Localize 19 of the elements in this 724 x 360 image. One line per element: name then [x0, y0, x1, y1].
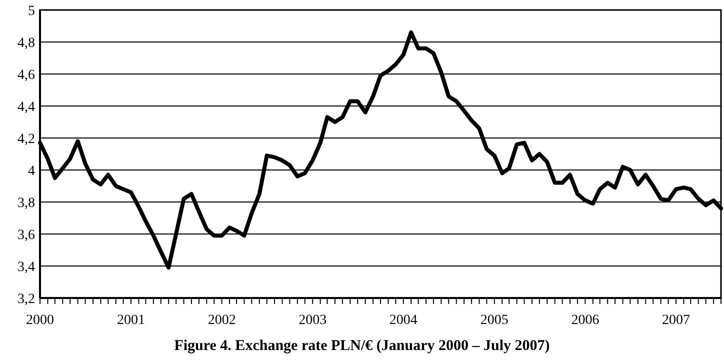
y-tick-label: 3,2 — [18, 292, 35, 307]
text: Figure 4. Exchange rate PLN/€ (January 2000 – July 2007) — [174, 338, 550, 354]
y-tick-label: 4 — [28, 164, 35, 179]
x-tick-label: 2005 — [480, 313, 508, 328]
y-tick-label: 4,6 — [18, 68, 35, 83]
x-tick-label: 2003 — [298, 313, 327, 328]
y-tick-label: 4,2 — [18, 132, 35, 147]
x-tick-label: 2004 — [389, 313, 418, 328]
x-tick-label: 2007 — [662, 313, 690, 328]
x-tick-label: 2002 — [208, 313, 236, 328]
x-tick-label: 2006 — [571, 313, 600, 328]
y-tick-label: 4,4 — [18, 100, 35, 115]
x-tick-label: 2001 — [117, 313, 146, 328]
y-tick-label: 3,4 — [18, 260, 35, 275]
y-tick-label: 4,8 — [18, 36, 35, 51]
x-tick-label: 2000 — [26, 313, 54, 328]
y-tick-label: 3,6 — [18, 228, 35, 243]
y-tick-label: 5 — [28, 4, 35, 19]
y-tick-label: 3,8 — [18, 196, 35, 211]
